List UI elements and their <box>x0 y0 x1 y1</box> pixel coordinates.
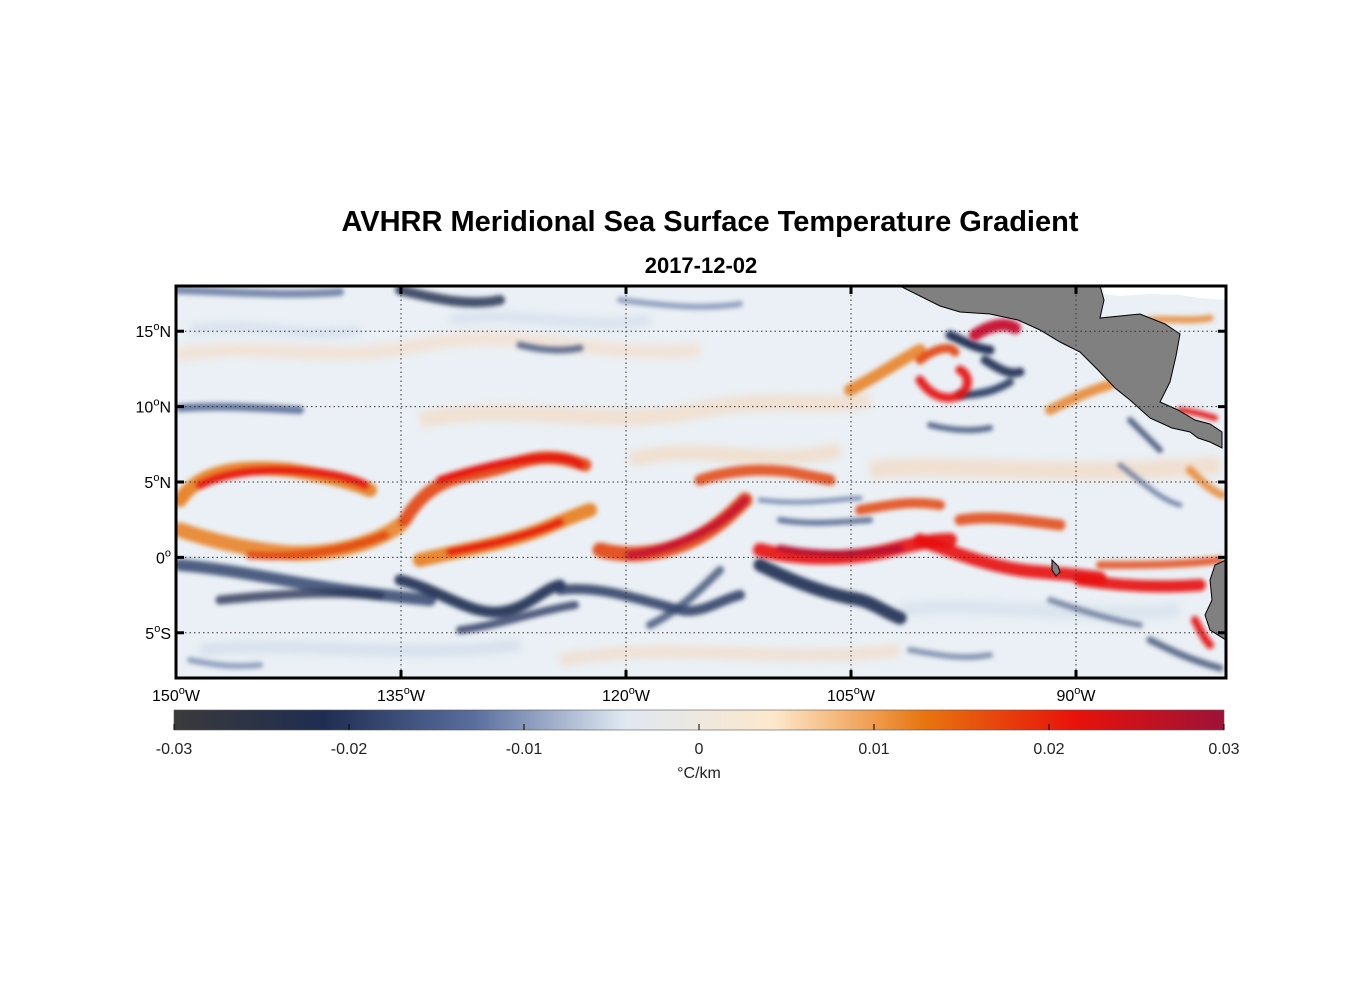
figure-subtitle: 2017-12-02 <box>644 253 758 278</box>
south-america-land <box>1204 559 1226 641</box>
lat-tick-label: 15oN <box>136 321 171 341</box>
land-gap <box>1104 286 1226 300</box>
colorbar-tick-label: 0 <box>695 741 704 758</box>
axis-labels: 150oW 135oW 120oW 105oW 90oW 15oN 10oN 5oN 0o 5oS <box>136 321 1097 705</box>
negative-gradient-bands <box>176 286 1224 672</box>
figure-title: AVHRR Meridional Sea Surface Temperature… <box>341 206 1079 238</box>
lat-tick-label: 5oN <box>144 472 171 492</box>
map-frame <box>174 284 1228 680</box>
lat-tick-label: 10oN <box>136 397 171 417</box>
lon-tick-label: 135oW <box>377 685 426 705</box>
positive-gradient-bands <box>176 314 1226 649</box>
background-texture <box>176 312 1221 666</box>
galapagos-islands <box>1051 558 1061 577</box>
colorbar-unit-label: °C/km <box>677 765 721 782</box>
gradient-field <box>176 286 1226 672</box>
colorbar-tick-label: -0.01 <box>506 741 543 758</box>
land-masses <box>899 286 1226 641</box>
colorbar-tick-label: 0.03 <box>1208 741 1239 758</box>
lat-tick-label: 5oS <box>145 623 171 643</box>
lon-tick-label: 120oW <box>602 685 651 705</box>
colorbar-tick-label: -0.02 <box>331 741 368 758</box>
colorbar-tick-label: 0.01 <box>858 741 889 758</box>
lon-tick-label: 90oW <box>1056 685 1096 705</box>
colorbar-tick-label: -0.03 <box>156 741 193 758</box>
lon-tick-label: 150oW <box>152 685 201 705</box>
lat-tick-label: 0o <box>156 547 171 567</box>
lon-tick-label: 105oW <box>827 685 876 705</box>
colorbar-tick-label: 0.02 <box>1033 741 1064 758</box>
central-america-land <box>899 286 1223 449</box>
colorbar-ticks: -0.03 -0.02 -0.01 0 0.01 0.02 0.03 <box>156 724 1240 758</box>
